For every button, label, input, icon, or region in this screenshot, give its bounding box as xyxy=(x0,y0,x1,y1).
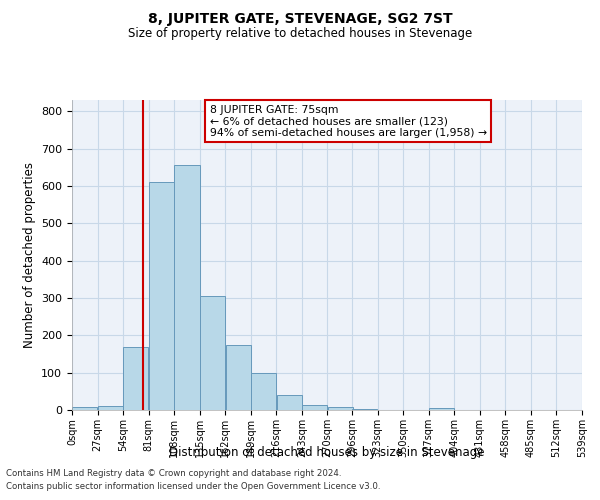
Text: Contains HM Land Registry data © Crown copyright and database right 2024.: Contains HM Land Registry data © Crown c… xyxy=(6,468,341,477)
Bar xyxy=(429,408,454,410)
Bar xyxy=(149,182,174,410)
Text: Distribution of detached houses by size in Stevenage: Distribution of detached houses by size … xyxy=(169,446,485,459)
Bar xyxy=(98,406,123,410)
Y-axis label: Number of detached properties: Number of detached properties xyxy=(23,162,35,348)
Bar xyxy=(226,344,251,410)
Text: 8 JUPITER GATE: 75sqm
← 6% of detached houses are smaller (123)
94% of semi-deta: 8 JUPITER GATE: 75sqm ← 6% of detached h… xyxy=(210,104,487,138)
Text: Size of property relative to detached houses in Stevenage: Size of property relative to detached ho… xyxy=(128,28,472,40)
Text: 8, JUPITER GATE, STEVENAGE, SG2 7ST: 8, JUPITER GATE, STEVENAGE, SG2 7ST xyxy=(148,12,452,26)
Bar xyxy=(72,407,97,410)
Bar xyxy=(277,395,302,410)
Bar xyxy=(200,296,225,410)
Bar xyxy=(251,374,276,410)
Bar xyxy=(124,346,148,410)
Bar xyxy=(352,408,377,410)
Bar xyxy=(328,407,353,410)
Bar xyxy=(302,405,327,410)
Bar xyxy=(175,166,199,410)
Text: Contains public sector information licensed under the Open Government Licence v3: Contains public sector information licen… xyxy=(6,482,380,491)
